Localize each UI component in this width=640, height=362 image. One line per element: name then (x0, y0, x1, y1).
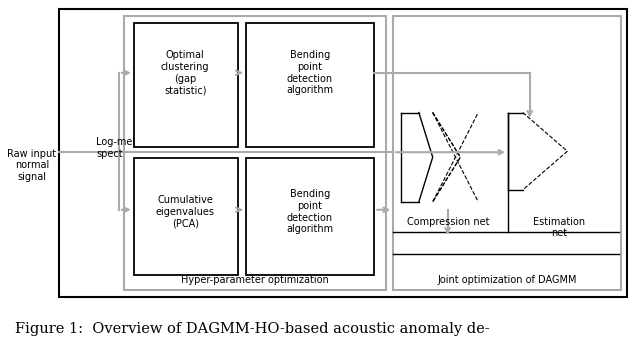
Text: Optimal
clustering
(gap
statistic): Optimal clustering (gap statistic) (161, 50, 209, 95)
Text: Estimation
net: Estimation net (533, 217, 586, 239)
Bar (60, 9, 627, 297)
Text: Figure 1:  Overview of DAGMM-HO-based acoustic anomaly de-: Figure 1: Overview of DAGMM-HO-based aco… (15, 322, 490, 336)
Text: Hyper-parameter optimization: Hyper-parameter optimization (180, 275, 328, 285)
Text: Bending
point
detection
algorithm: Bending point detection algorithm (286, 189, 333, 234)
Bar (393, 16, 621, 290)
Bar (246, 23, 374, 147)
Text: Raw input
normal
signal: Raw input normal signal (7, 148, 56, 182)
Text: Log-mel
spect: Log-mel spect (96, 138, 135, 159)
Text: Joint optimization of DAGMM: Joint optimization of DAGMM (437, 275, 577, 285)
Bar (124, 16, 386, 290)
Text: Cumulative
eigenvalues
(PCA): Cumulative eigenvalues (PCA) (156, 195, 214, 228)
Bar (134, 23, 237, 147)
Bar (134, 158, 237, 275)
Bar (246, 158, 374, 275)
Text: Bending
point
detection
algorithm: Bending point detection algorithm (286, 50, 333, 95)
Text: Compression net: Compression net (407, 217, 490, 227)
